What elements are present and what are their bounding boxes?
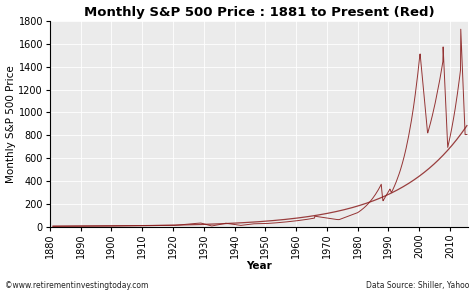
X-axis label: Year: Year [246,261,272,271]
Y-axis label: Monthly S&P 500 Price: Monthly S&P 500 Price [6,65,16,183]
Text: Data Source: Shiller, Yahoo: Data Source: Shiller, Yahoo [366,281,469,290]
Text: ©www.retirementinvestingtoday.com: ©www.retirementinvestingtoday.com [5,281,148,290]
Title: Monthly S&P 500 Price : 1881 to Present (Red): Monthly S&P 500 Price : 1881 to Present … [84,6,435,19]
